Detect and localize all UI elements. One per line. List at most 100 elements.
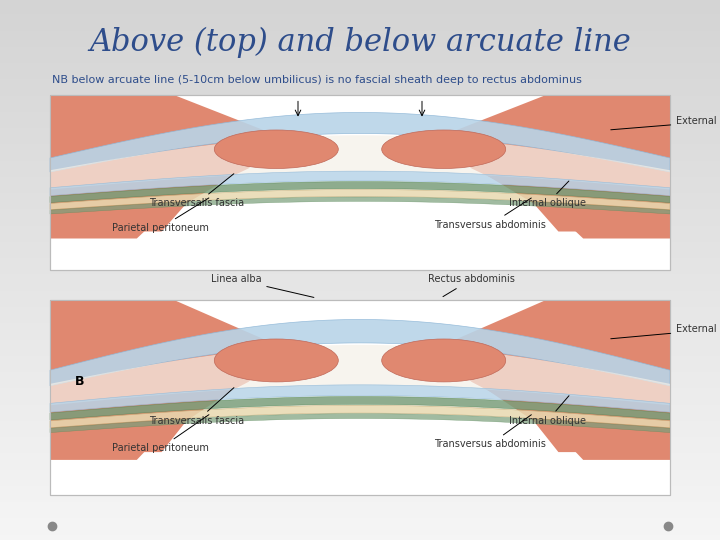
Bar <box>0 164 720 165</box>
Bar <box>0 448 720 449</box>
Bar <box>0 372 720 373</box>
Bar <box>0 159 720 160</box>
Bar <box>0 381 720 382</box>
Bar <box>0 44 720 45</box>
Bar <box>0 290 720 291</box>
Bar <box>0 310 720 311</box>
Bar <box>0 382 720 383</box>
Bar <box>0 520 720 521</box>
Bar <box>0 204 720 205</box>
Bar <box>0 529 720 530</box>
Bar <box>0 308 720 309</box>
Bar <box>0 515 720 516</box>
Bar <box>0 6 720 7</box>
Bar <box>0 357 720 358</box>
Bar <box>0 249 720 250</box>
Bar <box>0 64 720 65</box>
Bar <box>0 432 720 433</box>
Bar <box>0 335 720 336</box>
Bar <box>0 353 720 354</box>
Bar <box>0 171 720 172</box>
Bar <box>0 156 720 157</box>
Bar <box>50 300 670 495</box>
Bar <box>0 451 720 452</box>
Bar <box>0 33 720 34</box>
Bar <box>0 496 720 497</box>
Bar <box>0 313 720 314</box>
Bar <box>0 535 720 536</box>
Bar <box>0 317 720 318</box>
Bar <box>0 304 720 305</box>
Bar <box>0 282 720 283</box>
Bar <box>0 122 720 123</box>
Bar <box>0 212 720 213</box>
Bar <box>0 220 720 221</box>
Bar <box>0 145 720 146</box>
Bar <box>0 486 720 487</box>
Bar <box>0 302 720 303</box>
Bar <box>0 163 720 164</box>
Bar <box>0 312 720 313</box>
Bar <box>0 91 720 92</box>
Bar <box>0 457 720 458</box>
Bar <box>0 427 720 428</box>
Bar <box>0 392 720 393</box>
Bar <box>0 251 720 252</box>
Bar <box>0 24 720 25</box>
Bar <box>0 31 720 32</box>
Bar <box>0 499 720 500</box>
Bar <box>0 190 720 191</box>
Bar <box>0 71 720 72</box>
Bar <box>0 361 720 362</box>
Bar <box>0 188 720 189</box>
Bar <box>0 425 720 426</box>
Bar <box>0 256 720 257</box>
Bar <box>0 416 720 417</box>
Bar <box>0 137 720 138</box>
Bar <box>0 538 720 539</box>
Bar <box>0 470 720 471</box>
Polygon shape <box>50 135 670 190</box>
Bar <box>0 218 720 219</box>
Bar <box>0 266 720 267</box>
Bar <box>0 388 720 389</box>
Bar <box>0 465 720 466</box>
Bar <box>0 126 720 127</box>
Bar <box>0 523 720 524</box>
Bar <box>0 45 720 46</box>
Bar <box>0 243 720 244</box>
Bar <box>0 278 720 279</box>
Bar <box>0 148 720 149</box>
Bar <box>0 386 720 387</box>
Bar <box>0 139 720 140</box>
Bar <box>0 109 720 110</box>
Ellipse shape <box>382 130 505 168</box>
Bar <box>0 469 720 470</box>
Bar <box>0 229 720 230</box>
Bar <box>0 525 720 526</box>
Bar <box>0 208 720 209</box>
Bar <box>0 124 720 125</box>
Bar <box>0 330 720 331</box>
Bar <box>0 397 720 398</box>
Bar <box>0 539 720 540</box>
Bar <box>0 255 720 256</box>
Bar <box>50 95 670 270</box>
Bar <box>0 298 720 299</box>
Bar <box>0 226 720 227</box>
Bar <box>0 181 720 182</box>
Bar <box>0 421 720 422</box>
Bar <box>0 68 720 69</box>
Bar <box>0 435 720 436</box>
Bar <box>0 537 720 538</box>
Bar <box>0 73 720 74</box>
Bar <box>0 507 720 508</box>
Bar <box>0 409 720 410</box>
Bar <box>0 489 720 490</box>
Bar <box>0 107 720 108</box>
Bar <box>0 54 720 55</box>
Bar <box>0 367 720 368</box>
Bar <box>0 142 720 143</box>
Bar <box>0 149 720 150</box>
Polygon shape <box>50 396 670 420</box>
